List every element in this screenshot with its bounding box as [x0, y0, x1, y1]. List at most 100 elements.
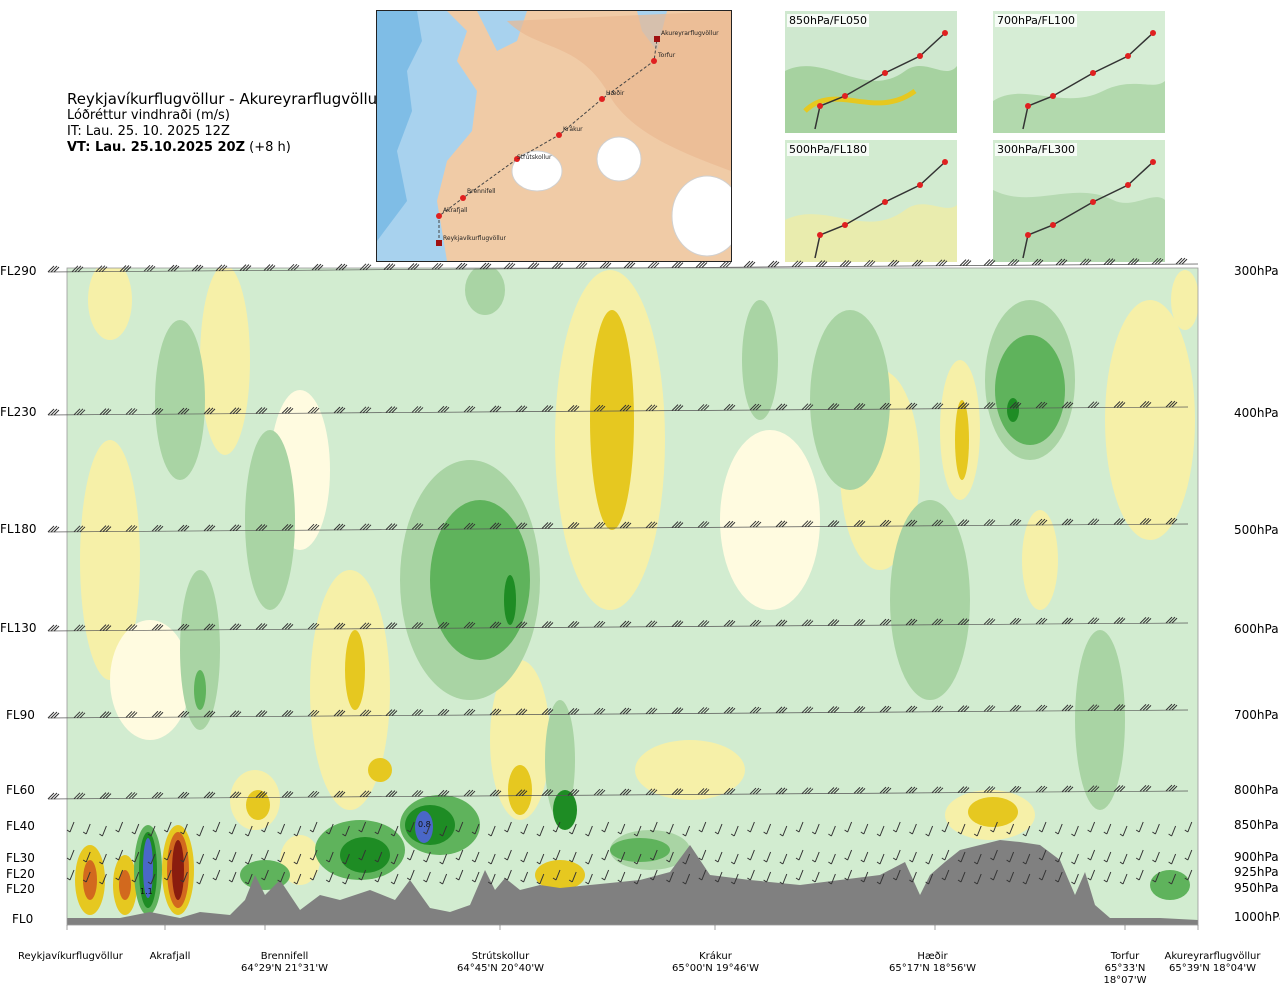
wind-barb-low: [309, 869, 318, 881]
fl-label-180: FL180: [0, 522, 37, 536]
wind-barb-low: [163, 821, 172, 833]
wind-barb-low: [1152, 823, 1160, 835]
wind-barb-low: [730, 825, 739, 837]
wind-barb-low: [244, 873, 253, 885]
wind-barb: [767, 260, 780, 268]
wind-barb-low: [1071, 825, 1079, 837]
wind-barb-low: [568, 871, 577, 883]
station-coord: 65°39'N 18°04'W: [1169, 963, 1256, 974]
wind-barb-low: [147, 873, 156, 885]
wind-barb: [281, 791, 294, 798]
wind-barb-low: [1087, 869, 1096, 881]
wind-barb-low: [342, 873, 350, 885]
wind-barb: [99, 792, 112, 799]
wind-barb: [1055, 258, 1068, 266]
p-label-600: 600hPa: [1234, 622, 1279, 636]
wind-barb: [281, 623, 294, 630]
wind-barb-low: [115, 821, 124, 833]
wind-barb: [281, 710, 294, 717]
wind-barb-low: [439, 825, 448, 837]
wind-barb-low: [228, 851, 237, 863]
wind-barb: [167, 264, 180, 272]
wind-barb: [983, 519, 996, 526]
wind-barb-low: [957, 871, 966, 883]
wind-barb-low: [957, 851, 966, 863]
wind-barb-low: [1168, 873, 1177, 885]
wind-barb-low: [82, 851, 91, 863]
p-label-300: 300hPa: [1234, 264, 1279, 278]
wind-barb: [957, 402, 970, 409]
wind-barb: [95, 265, 108, 273]
wind-barb-low: [585, 873, 593, 885]
wind-barb: [671, 261, 684, 269]
wind-barb-low: [795, 849, 804, 861]
wind-barb-low: [309, 849, 318, 861]
wind-barb-low: [682, 825, 691, 837]
wind-barb: [827, 520, 840, 527]
wind-barb-low: [277, 851, 286, 863]
station-name: Brennifell: [260, 951, 309, 962]
wind-barb-low: [682, 873, 691, 885]
wind-barb: [99, 408, 112, 415]
wind-barb: [645, 404, 658, 412]
station-strutskollur: Strútskollur 64°45'N 20°40'W: [453, 951, 548, 975]
wind-barb-low: [747, 821, 755, 833]
wind-barb: [839, 260, 852, 267]
wind-barb-low: [325, 851, 334, 863]
wind-barb: [983, 259, 996, 266]
wind-barb: [619, 404, 632, 412]
wind-barb: [567, 521, 580, 529]
wind-barb-low: [1184, 849, 1193, 861]
barb-row-line: [47, 790, 1189, 800]
wind-barb-low: [374, 823, 383, 835]
wind-barb: [385, 790, 398, 797]
wind-barb-low: [439, 873, 448, 885]
wind-barb-low: [147, 853, 156, 865]
wind-barb-low: [212, 869, 221, 881]
wind-barb: [575, 261, 588, 269]
fl-label-60: FL60: [6, 783, 35, 797]
wind-barb: [541, 708, 554, 715]
wind-barb-low: [342, 825, 350, 837]
inset-label-850: 850hPa/FL050: [787, 14, 870, 27]
wind-barb-low: [406, 821, 415, 833]
wind-barb: [801, 403, 814, 411]
wind-barb: [73, 408, 86, 416]
wind-barb: [879, 519, 892, 527]
wind-barb: [1035, 518, 1048, 526]
wind-barb-low: [601, 821, 610, 833]
wind-barb-low: [714, 871, 723, 883]
wind-barb-low: [325, 823, 334, 835]
fl-label-130: FL130: [0, 621, 37, 635]
wind-barb: [1165, 616, 1178, 624]
wind-barb: [1139, 784, 1152, 792]
wind-barb: [723, 403, 736, 411]
wind-barb-low: [909, 871, 917, 883]
wind-barb-low: [131, 851, 140, 863]
wind-barb: [931, 705, 944, 713]
map-label-krakur: Krákur: [563, 126, 583, 133]
wind-barb: [1139, 517, 1152, 525]
inset-map-700: 700hPa/FL100: [993, 11, 1165, 133]
wind-barb-low: [1087, 849, 1096, 861]
wind-barb: [359, 406, 372, 414]
station-name: Hæðir: [917, 951, 948, 962]
wind-barb-low: [520, 871, 529, 883]
wind-barb-low: [66, 821, 75, 833]
p-label-800: 800hPa: [1234, 783, 1279, 797]
wind-barb-low: [147, 825, 156, 837]
station-krakur: Krákur 65°00'N 19°46'W: [668, 951, 763, 975]
wind-barb-low: [1103, 823, 1112, 835]
wind-barb-low: [455, 869, 464, 881]
wind-barb: [463, 708, 476, 716]
wind-barb-low: [487, 853, 496, 865]
wind-barb: [645, 521, 658, 529]
wind-barb-low: [973, 873, 982, 885]
wind-barb: [463, 789, 476, 797]
wind-barb: [99, 525, 112, 532]
station-haedir: Hæðir 65°17'N 18°56'W: [885, 951, 980, 975]
wind-barb-low: [163, 849, 172, 861]
init-time: IT: Lau. 25. 10. 2025 12Z: [67, 124, 230, 139]
wind-barb: [47, 408, 60, 416]
wind-barb-low: [990, 869, 998, 881]
